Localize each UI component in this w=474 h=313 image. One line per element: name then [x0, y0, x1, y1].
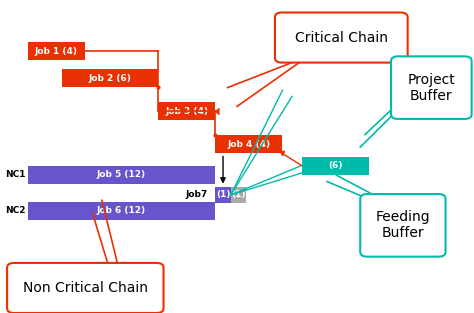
Bar: [62, 69, 158, 87]
Text: (1): (1): [231, 190, 246, 199]
Text: Job 1 (4): Job 1 (4): [35, 47, 78, 56]
Bar: [231, 187, 246, 203]
Text: (1): (1): [216, 190, 230, 199]
Bar: [215, 187, 231, 203]
Text: Job 4 (4): Job 4 (4): [228, 140, 271, 149]
Text: Job 3 (4): Job 3 (4): [165, 107, 208, 116]
Bar: [215, 136, 283, 153]
Text: Job7: Job7: [185, 191, 208, 199]
Bar: [27, 166, 215, 183]
Text: (6): (6): [328, 161, 342, 170]
Text: Critical Chain: Critical Chain: [295, 31, 388, 44]
Text: NC2: NC2: [5, 206, 26, 215]
Bar: [27, 202, 215, 220]
Bar: [158, 102, 215, 121]
Text: Project
Buffer: Project Buffer: [408, 73, 455, 103]
Text: Feeding
Buffer: Feeding Buffer: [375, 210, 430, 240]
Text: NC1: NC1: [5, 170, 26, 179]
Bar: [301, 156, 369, 175]
Text: Job 2 (6): Job 2 (6): [89, 74, 131, 83]
Bar: [27, 42, 85, 60]
Text: Non Critical Chain: Non Critical Chain: [23, 281, 148, 295]
Text: Job 5 (12): Job 5 (12): [97, 170, 146, 179]
Text: Job 6 (12): Job 6 (12): [97, 206, 146, 215]
